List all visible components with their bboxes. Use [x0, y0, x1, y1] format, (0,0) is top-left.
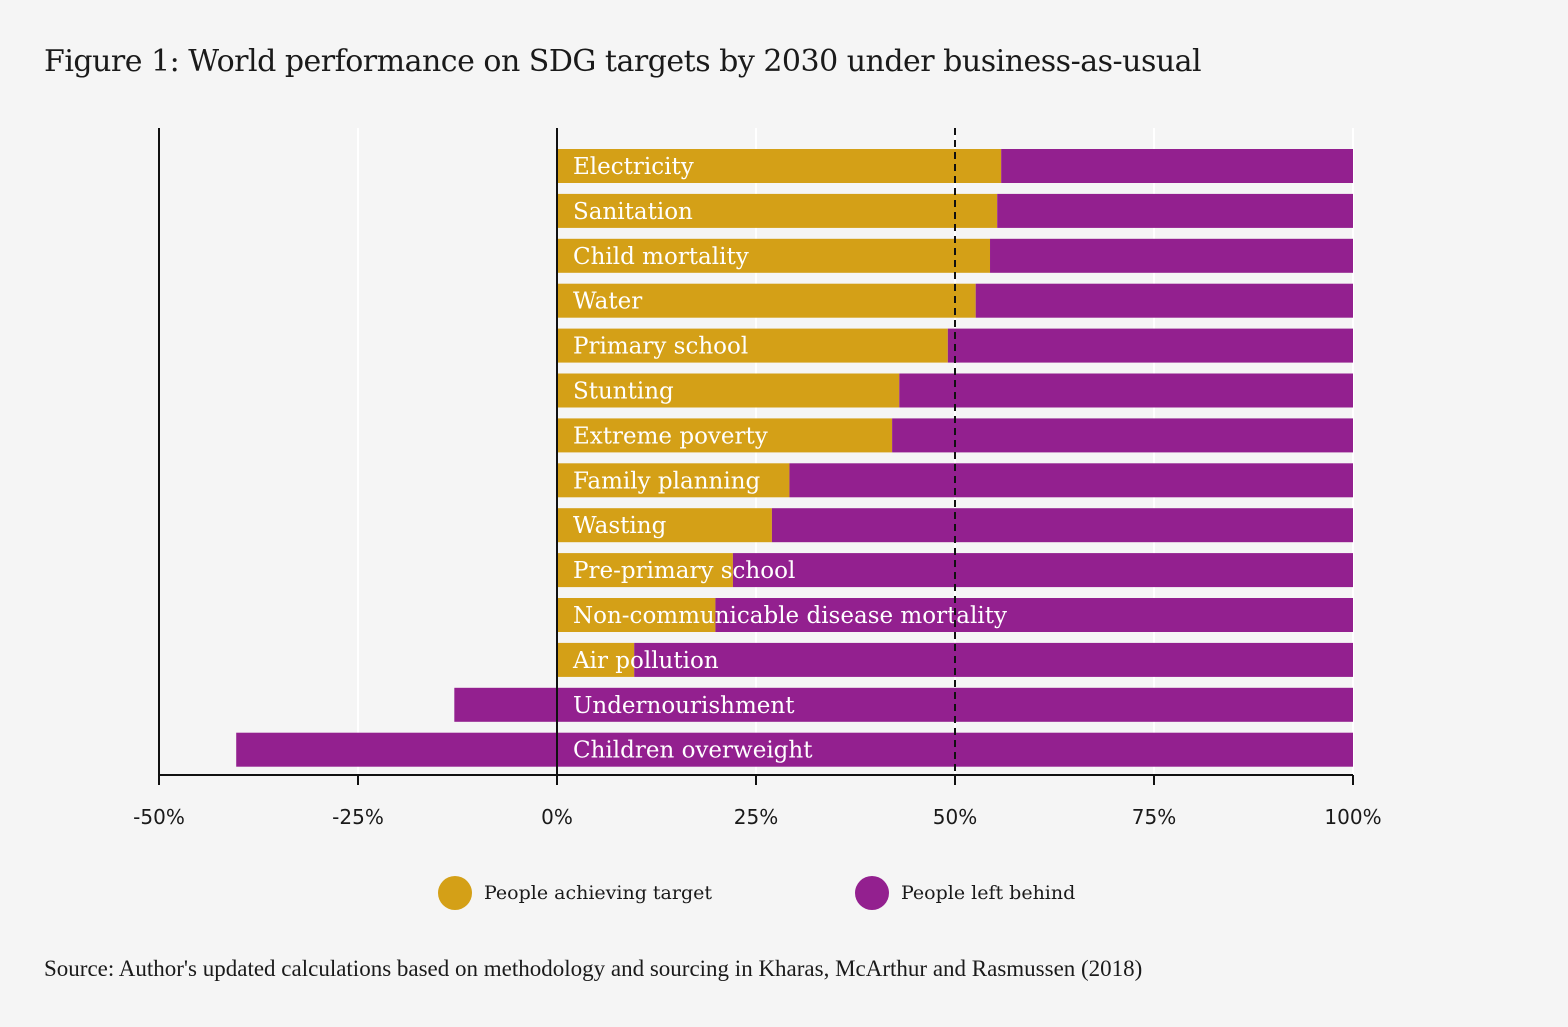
bar-left-behind	[454, 687, 1353, 722]
bar-achieving	[557, 508, 772, 543]
legend-swatch-behind	[855, 876, 889, 910]
bar-achieving	[557, 418, 893, 453]
bar-label: Pre-primary school	[573, 558, 795, 584]
bar-achieving	[557, 328, 948, 363]
bar-left-behind	[236, 732, 1353, 767]
bar-left-behind	[789, 463, 1353, 498]
bar-left-behind	[732, 553, 1353, 588]
bar-achieving	[557, 238, 991, 273]
bar-label: Electricity	[573, 154, 694, 180]
bar-label: Non-communicable disease mortality	[573, 603, 1007, 629]
bar-left-behind	[715, 598, 1353, 632]
bar-achieving	[557, 642, 635, 677]
bar-achieving	[557, 193, 998, 228]
bar-achieving	[557, 553, 733, 588]
bar-left-behind	[899, 373, 1353, 408]
bar-label: Undernourishment	[573, 693, 795, 719]
legend-swatch-achieving	[438, 876, 472, 910]
x-tick-label: 0%	[541, 805, 573, 829]
bar-label: Wasting	[573, 513, 667, 539]
bar-label: Family planning	[573, 468, 761, 494]
bar-left-behind	[892, 418, 1353, 453]
legend-label-achieving: People achieving target	[484, 882, 712, 904]
bar-left-behind	[634, 642, 1353, 677]
x-tick-label: -50%	[133, 805, 185, 829]
legend-item-behind: People left behind	[855, 876, 1075, 910]
source-note: Source: Author's updated calculations ba…	[44, 956, 1143, 981]
bar-label: Extreme poverty	[573, 423, 768, 449]
bar-label: Children overweight	[573, 738, 813, 764]
bar-label: Primary school	[573, 334, 748, 360]
bar-left-behind	[1001, 149, 1353, 183]
legend-item-achieving: People achieving target	[438, 876, 712, 910]
bar-left-behind	[947, 328, 1353, 363]
legend-label-behind: People left behind	[901, 882, 1076, 904]
bar-achieving	[557, 283, 976, 318]
bar-label: Stunting	[573, 379, 674, 405]
bar-achieving	[557, 463, 790, 498]
x-tick-label: 50%	[933, 805, 977, 829]
bar-left-behind	[997, 193, 1353, 228]
x-tick-label: 100%	[1324, 805, 1381, 829]
bar-label: Air pollution	[572, 648, 719, 674]
bar-achieving	[557, 598, 716, 632]
bar-left-behind	[771, 508, 1353, 543]
bar-achieving	[557, 149, 1002, 183]
chart-title: Figure 1: World performance on SDG targe…	[44, 44, 1202, 79]
bar-label: Water	[573, 289, 642, 315]
bar-left-behind	[975, 283, 1353, 318]
x-tick-label: 25%	[734, 805, 778, 829]
x-tick-label: -25%	[332, 805, 384, 829]
bar-achieving	[557, 373, 900, 408]
x-tick-label: 75%	[1132, 805, 1176, 829]
bar-label: Child mortality	[573, 244, 749, 270]
bar-label: Sanitation	[573, 199, 693, 225]
bar-left-behind	[990, 238, 1353, 273]
